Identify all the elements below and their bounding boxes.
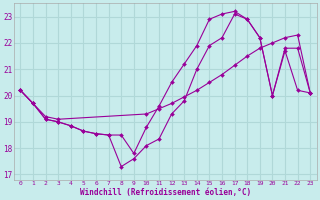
X-axis label: Windchill (Refroidissement éolien,°C): Windchill (Refroidissement éolien,°C) — [80, 188, 251, 197]
